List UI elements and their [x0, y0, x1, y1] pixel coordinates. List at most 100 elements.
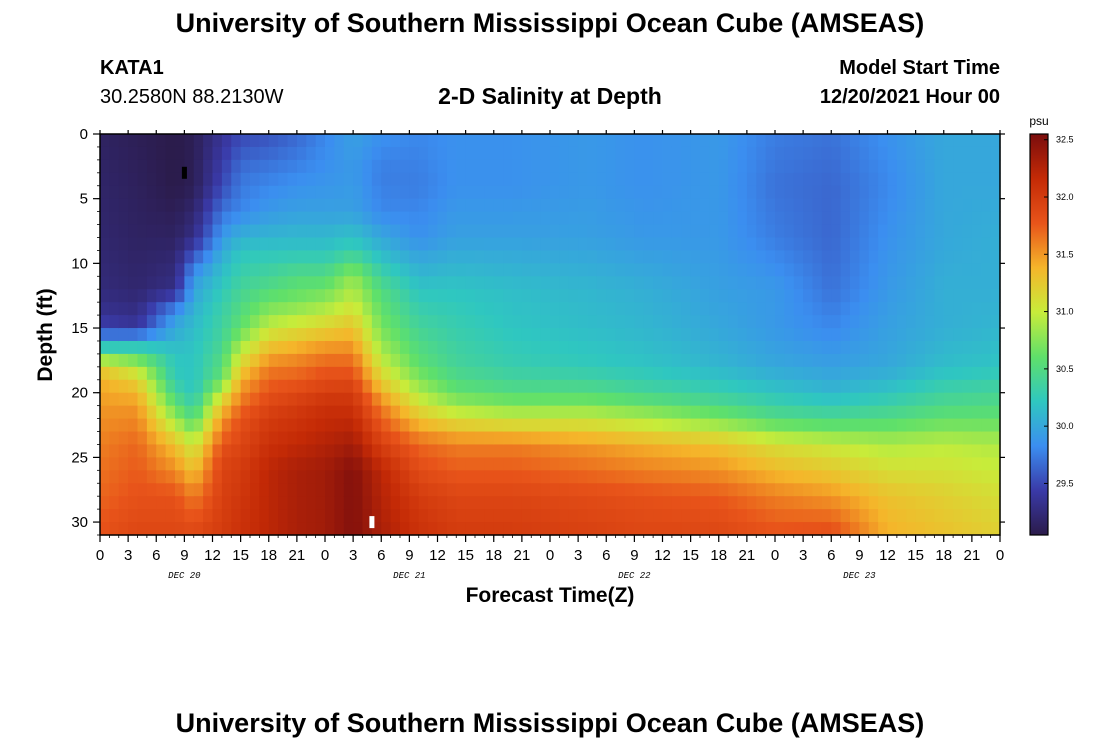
- heatmap-cell: [306, 470, 317, 484]
- heatmap-cell: [587, 405, 598, 420]
- heatmap-cell: [915, 211, 926, 226]
- heatmap-cell: [925, 289, 935, 303]
- heatmap-cell: [840, 405, 851, 420]
- heatmap-cell: [315, 302, 326, 316]
- heatmap-cell: [437, 496, 448, 510]
- heatmap-cell: [100, 276, 110, 290]
- heatmap-cell: [831, 457, 842, 471]
- heatmap-cell: [175, 379, 185, 394]
- heatmap-cell: [915, 134, 926, 148]
- heatmap-cell: [212, 185, 223, 200]
- heatmap-cell: [606, 224, 617, 239]
- heatmap-cell: [765, 496, 776, 510]
- heatmap-cell: [165, 392, 176, 407]
- heatmap-cell: [521, 159, 532, 174]
- heatmap-cell: [765, 185, 776, 200]
- heatmap-cell: [165, 185, 176, 200]
- heatmap-cell: [578, 159, 589, 174]
- heatmap-cell: [268, 431, 279, 446]
- station-coordinates: 30.2580N 88.2130W: [100, 86, 284, 108]
- heatmap-cell: [315, 405, 326, 420]
- heatmap-cell: [756, 405, 767, 420]
- heatmap-cell: [362, 392, 373, 407]
- heatmap-cell: [943, 159, 954, 174]
- heatmap-cell: [175, 211, 185, 226]
- heatmap-cell: [296, 444, 307, 458]
- heatmap-cell: [334, 237, 345, 252]
- heatmap-cell: [718, 418, 729, 433]
- heatmap-cell: [868, 289, 879, 303]
- x-tick-label: 9: [405, 547, 413, 564]
- heatmap-cell: [175, 418, 185, 433]
- heatmap-cell: [615, 146, 626, 161]
- heatmap-cell: [109, 522, 120, 536]
- heatmap-cell: [493, 353, 504, 368]
- heatmap-cell: [925, 315, 935, 329]
- heatmap-cell: [690, 457, 701, 471]
- heatmap-cell: [456, 457, 467, 471]
- heatmap-cell: [484, 211, 495, 226]
- heatmap-cell: [437, 328, 448, 342]
- heatmap-cell: [981, 185, 992, 200]
- heatmap-cell: [887, 302, 898, 316]
- heatmap-cell: [671, 159, 682, 174]
- heatmap-cell: [906, 496, 917, 510]
- heatmap-cell: [475, 444, 485, 458]
- heatmap-cell: [859, 146, 870, 161]
- heatmap-cell: [643, 522, 654, 536]
- heatmap-cell: [531, 366, 542, 381]
- heatmap-cell: [540, 509, 551, 523]
- heatmap-cell: [662, 211, 673, 226]
- heatmap-cell: [878, 172, 889, 187]
- heatmap-cell: [756, 353, 767, 368]
- heatmap-cell: [418, 302, 429, 316]
- heatmap-cell: [343, 237, 354, 252]
- heatmap-cell: [971, 418, 982, 433]
- heatmap-cell: [456, 509, 467, 523]
- heatmap-cell: [409, 340, 420, 355]
- heatmap-cell: [840, 237, 851, 252]
- heatmap-cell: [831, 509, 842, 523]
- heatmap-cell: [887, 250, 898, 264]
- heatmap-cell: [503, 496, 514, 510]
- heatmap-cell: [521, 392, 532, 407]
- heatmap-cell: [953, 315, 964, 329]
- heatmap-cell: [793, 418, 804, 433]
- heatmap-cell: [184, 405, 195, 420]
- heatmap-cell: [484, 302, 495, 316]
- heatmap-cell: [634, 470, 645, 484]
- heatmap-cell: [831, 379, 842, 394]
- heatmap-cell: [578, 379, 589, 394]
- heatmap-cell: [418, 315, 429, 329]
- heatmap-cell: [775, 237, 785, 252]
- heatmap-cell: [775, 224, 785, 239]
- heatmap-cell: [868, 185, 879, 200]
- heatmap-cell: [765, 276, 776, 290]
- heatmap-cell: [371, 134, 382, 148]
- heatmap-cell: [850, 146, 860, 161]
- heatmap-cell: [409, 431, 420, 446]
- heatmap-cell: [371, 340, 382, 355]
- heatmap-cell: [634, 302, 645, 316]
- heatmap-cell: [259, 159, 270, 174]
- heatmap-cell: [212, 366, 223, 381]
- heatmap-cell: [662, 237, 673, 252]
- heatmap-cell: [812, 366, 823, 381]
- heatmap-cell: [540, 146, 551, 161]
- heatmap-cell: [887, 198, 898, 213]
- heatmap-cell: [503, 483, 514, 497]
- heatmap-cell: [540, 224, 551, 239]
- heatmap-cell: [484, 483, 495, 497]
- heatmap-cell: [446, 237, 457, 252]
- heatmap-cell: [915, 224, 926, 239]
- heatmap-cell: [268, 496, 279, 510]
- heatmap-cell: [212, 457, 223, 471]
- heatmap-cell: [915, 328, 926, 342]
- heatmap-cell: [521, 134, 532, 148]
- heatmap-cell: [203, 250, 214, 264]
- heatmap-cell: [821, 315, 832, 329]
- heatmap-cell: [381, 263, 392, 277]
- heatmap-cell: [934, 457, 945, 471]
- heatmap-cell: [146, 483, 157, 497]
- heatmap-cell: [568, 340, 579, 355]
